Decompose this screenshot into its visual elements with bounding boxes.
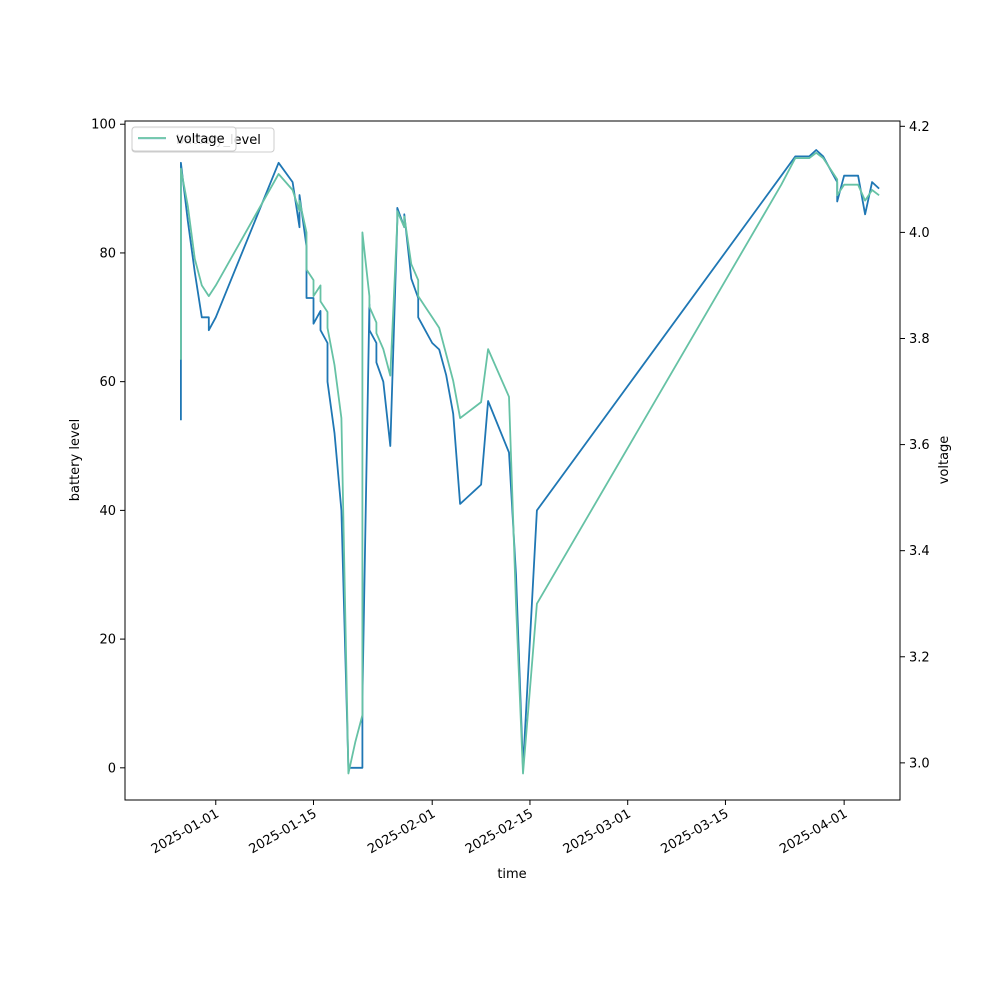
right-y-tick-label: 3.8 bbox=[909, 332, 930, 347]
legend-entry-voltage: voltage bbox=[138, 132, 225, 147]
x-tick-label: 2025-02-15 bbox=[463, 806, 536, 857]
x-tick-label: 2025-03-01 bbox=[561, 806, 634, 857]
x-tick-label: 2025-04-01 bbox=[777, 806, 850, 857]
x-tick-label: 2025-01-01 bbox=[149, 806, 222, 857]
legend-overlay: voltage bbox=[131, 126, 237, 152]
x-axis-ticks: 2025-01-01 2025-01-15 2025-02-01 2025-02-15… bbox=[149, 800, 850, 857]
right-y-axis-label: voltage bbox=[937, 436, 952, 485]
plot-frame bbox=[124, 120, 901, 801]
right-y-axis-ticks: 3.0 3.2 3.4 3.6 3.8 4.0 4.2 bbox=[900, 120, 930, 771]
right-y-tick-label: 3.0 bbox=[909, 756, 930, 771]
left-y-tick-label: 20 bbox=[99, 633, 116, 648]
legend-label-voltage: voltage bbox=[176, 132, 225, 147]
plot-background bbox=[125, 121, 900, 800]
right-y-tick-label: 4.2 bbox=[909, 120, 930, 135]
series-line-voltage bbox=[179, 151, 880, 775]
right-y-tick-label: 3.4 bbox=[909, 544, 930, 559]
left-y-tick-label: 40 bbox=[99, 504, 116, 519]
left-y-tick-label: 60 bbox=[99, 375, 116, 390]
x-axis-label: time bbox=[497, 867, 526, 882]
x-tick-label: 2025-01-15 bbox=[247, 806, 320, 857]
right-y-tick-label: 4.0 bbox=[909, 226, 930, 241]
series-layer bbox=[179, 149, 880, 775]
legend-overlay-box bbox=[131, 126, 237, 152]
right-y-tick-label: 3.2 bbox=[909, 650, 930, 665]
x-tick-label: 2025-03-15 bbox=[659, 806, 732, 857]
left-y-axis-label: battery level bbox=[68, 419, 83, 502]
left-y-tick-label: 100 bbox=[91, 118, 116, 133]
series-line-battery-level bbox=[179, 149, 880, 769]
left-y-tick-label: 0 bbox=[108, 761, 116, 776]
right-y-tick-label: 3.6 bbox=[909, 438, 930, 453]
left-y-axis-ticks: 0 20 40 60 80 100 bbox=[91, 118, 125, 776]
x-tick-label: 2025-02-01 bbox=[365, 806, 438, 857]
left-y-tick-label: 80 bbox=[99, 246, 116, 261]
